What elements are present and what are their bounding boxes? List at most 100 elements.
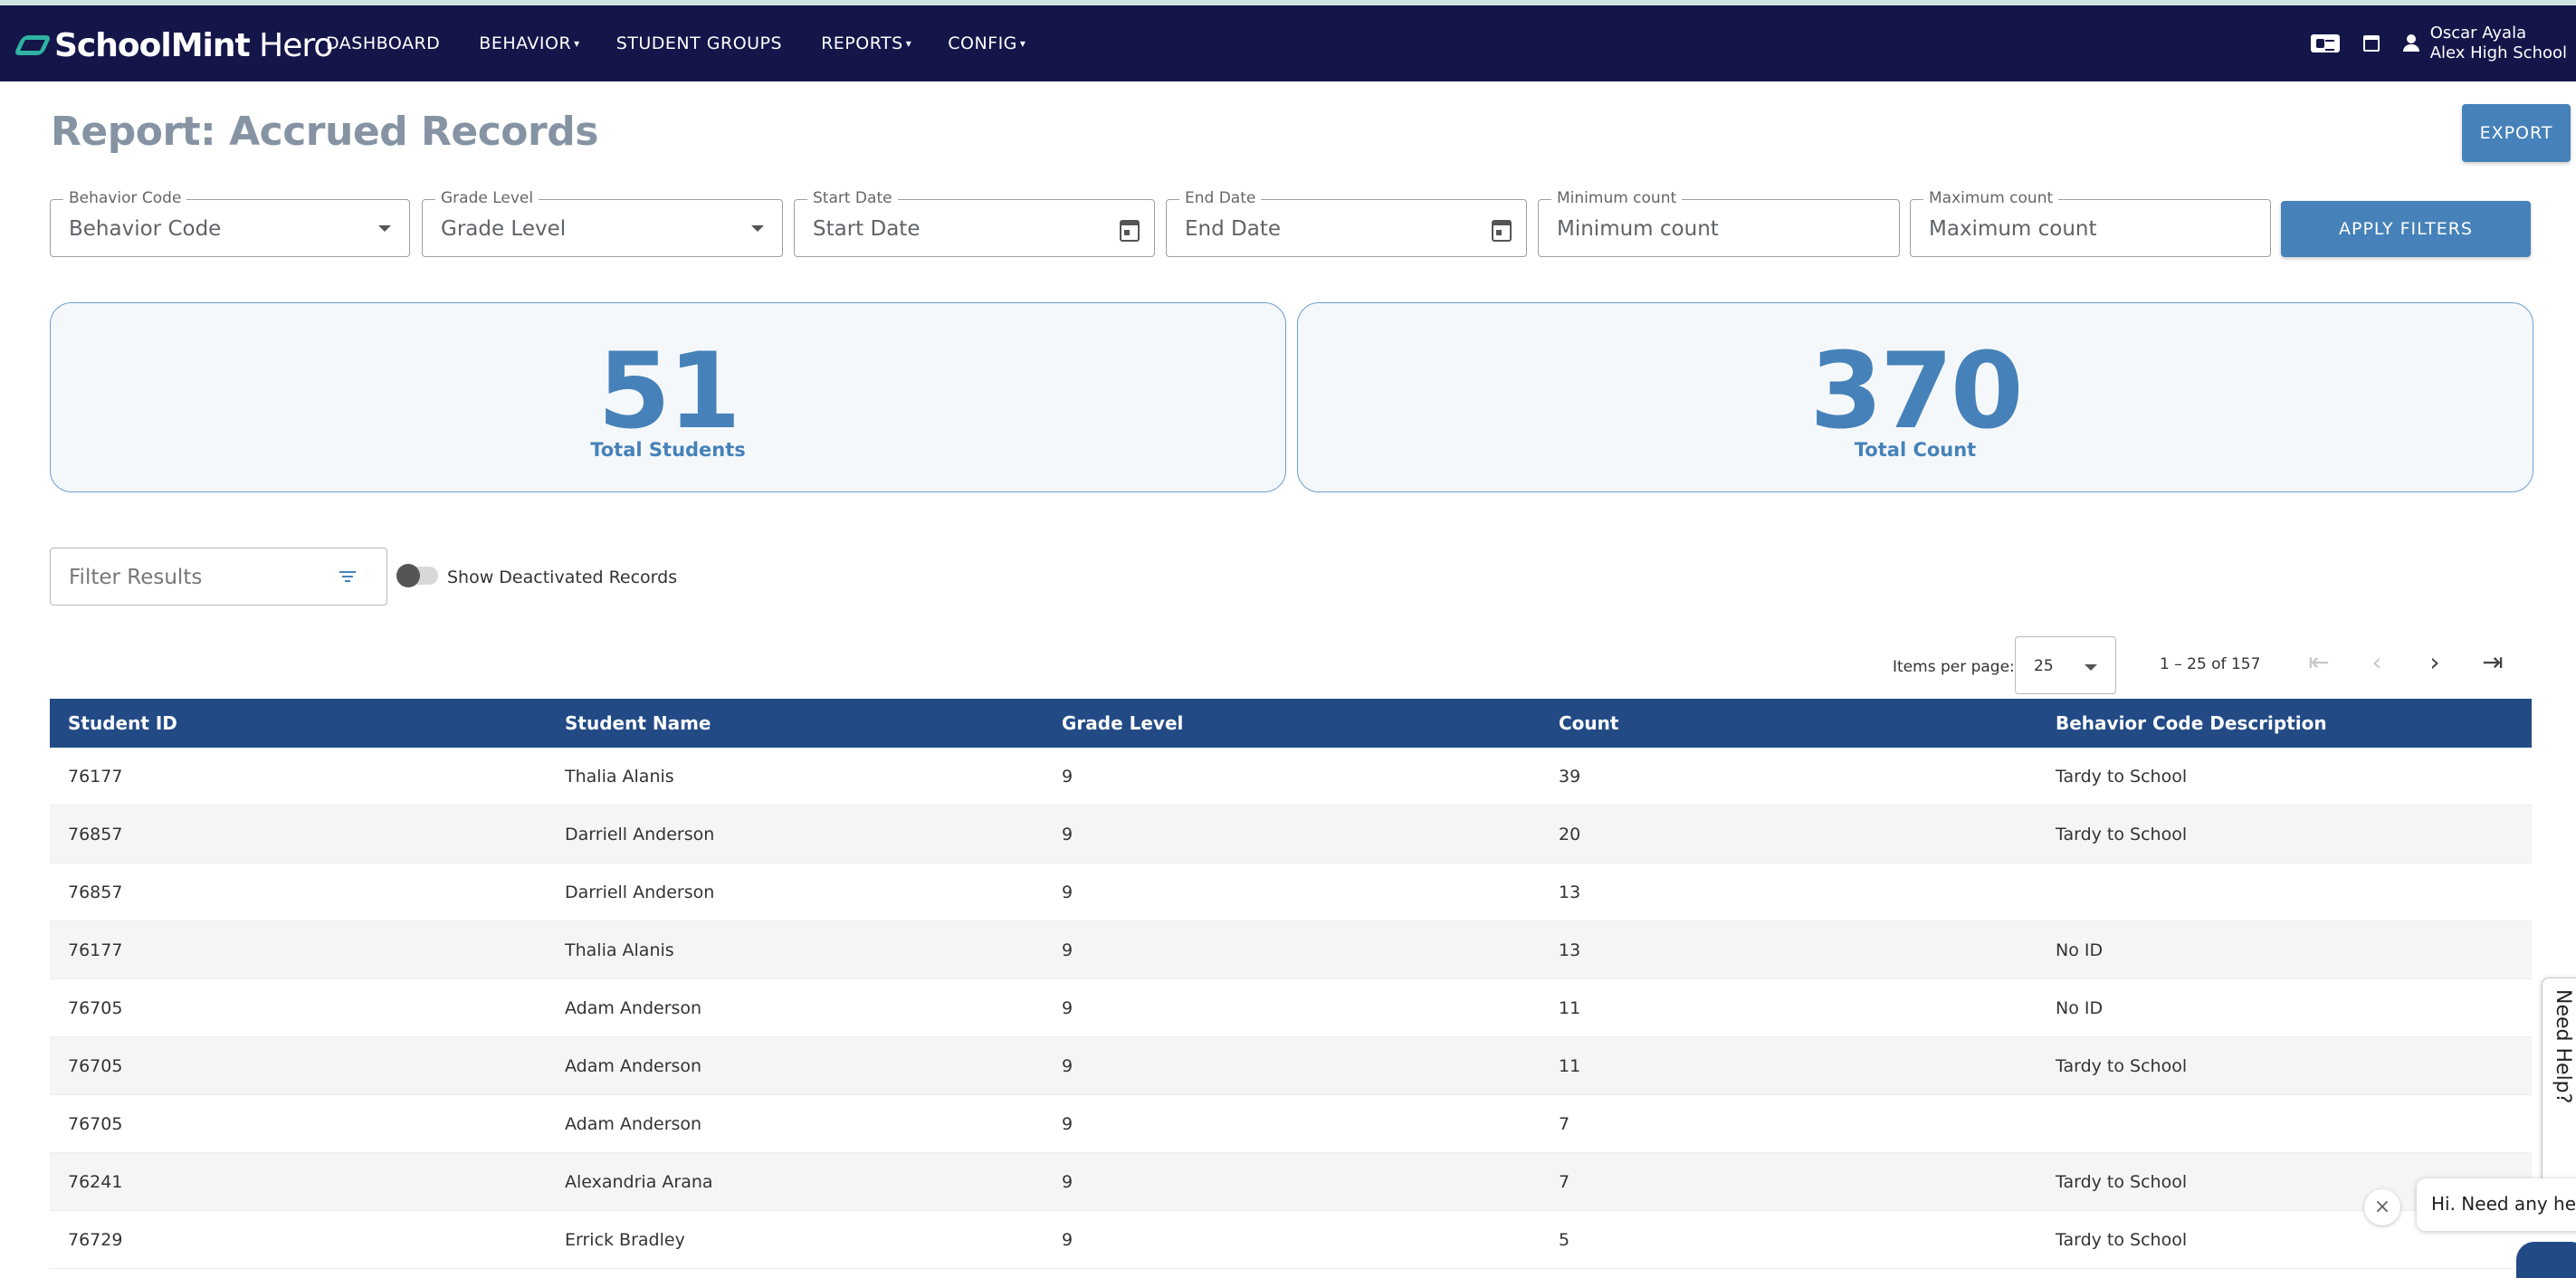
cell-student-id: 76705 <box>68 1055 123 1076</box>
cell-student-id: 76729 <box>68 1229 123 1250</box>
cell-description: No ID <box>2056 997 2104 1018</box>
table-row[interactable]: 76729 Errick Bradley 9 5 Tardy to School <box>50 1211 2532 1269</box>
cell-student-name: Adam Anderson <box>565 1113 702 1134</box>
schoolmint-logo-icon <box>13 35 52 55</box>
chat-launcher-button[interactable] <box>2516 1242 2576 1278</box>
maximum-count-field[interactable]: Maximum count Maximum count <box>1910 189 2271 257</box>
user-menu[interactable]: Oscar Ayala Alex High School <box>2402 24 2567 63</box>
minimum-count-field[interactable]: Minimum count Minimum count <box>1538 189 1900 257</box>
nav-right-tools: Oscar Ayala Alex High School <box>2310 5 2567 81</box>
dropdown-arrow-icon <box>378 225 391 232</box>
cell-student-id: 76705 <box>68 997 123 1018</box>
app-logo[interactable]: SchoolMint Hero <box>13 26 333 64</box>
table-header: Student ID Student Name Grade Level Coun… <box>50 699 2532 748</box>
table-row[interactable]: 76857 Darriell Anderson 9 13 <box>50 863 2532 921</box>
caret-down-icon: ▾ <box>574 37 580 50</box>
accrued-records-table: Student ID Student Name Grade Level Coun… <box>50 699 2532 1269</box>
school-name: Alex High School <box>2429 43 2567 62</box>
show-deactivated-toggle[interactable] <box>396 564 438 587</box>
caret-down-icon: ▾ <box>905 37 912 50</box>
header-behavior-code-description[interactable]: Behavior Code Description <box>2056 712 2327 734</box>
behavior-code-select[interactable]: Behavior Code Behavior Code <box>50 189 410 257</box>
table-row[interactable]: 76177 Thalia Alanis 9 39 Tardy to School <box>50 748 2532 806</box>
id-card-icon[interactable] <box>2310 34 2340 52</box>
cell-count: 5 <box>1559 1229 1570 1250</box>
cell-count: 11 <box>1559 997 1581 1018</box>
filter-results-input[interactable]: Filter Results <box>50 548 387 606</box>
calendar-icon[interactable] <box>2362 35 2380 52</box>
cell-count: 39 <box>1559 766 1581 787</box>
table-row[interactable]: 76857 Darriell Anderson 9 20 Tardy to Sc… <box>50 806 2532 863</box>
header-count[interactable]: Count <box>1559 712 1619 734</box>
grade-level-select[interactable]: Grade Level Grade Level <box>422 189 783 257</box>
cell-grade-level: 9 <box>1062 939 1073 960</box>
cell-grade-level: 9 <box>1062 882 1073 902</box>
table-row[interactable]: 76241 Alexandria Arana 9 7 Tardy to Scho… <box>50 1153 2532 1211</box>
calendar-icon[interactable] <box>1492 220 1512 242</box>
cell-count: 13 <box>1559 882 1581 902</box>
brand-name: SchoolMint Hero <box>54 26 333 64</box>
table-body: 76177 Thalia Alanis 9 39 Tardy to School… <box>50 748 2532 1269</box>
dropdown-arrow-icon <box>751 225 764 232</box>
dropdown-arrow-icon <box>2085 664 2097 671</box>
table-row[interactable]: 76705 Adam Anderson 9 7 <box>50 1095 2532 1153</box>
cell-student-name: Thalia Alanis <box>565 939 674 960</box>
first-page-icon[interactable]: ⇤ <box>2308 647 2330 677</box>
close-icon[interactable]: × <box>2364 1189 2400 1226</box>
header-student-name[interactable]: Student Name <box>565 712 711 734</box>
cell-student-name: Adam Anderson <box>565 997 702 1018</box>
cell-grade-level: 9 <box>1062 824 1073 844</box>
cell-count: 11 <box>1559 1055 1581 1076</box>
user-icon <box>2402 34 2419 52</box>
cell-description: Tardy to School <box>2056 824 2188 844</box>
page-range-label: 1 – 25 of 157 <box>2160 655 2261 673</box>
cell-student-name: Darriell Anderson <box>565 824 715 844</box>
cell-grade-level: 9 <box>1062 1229 1073 1250</box>
items-per-page-select[interactable]: 25 <box>2015 636 2116 694</box>
header-grade-level[interactable]: Grade Level <box>1062 712 1184 734</box>
nav-student-groups[interactable]: STUDENT GROUPS <box>615 33 783 53</box>
end-date-field[interactable]: End Date End Date <box>1166 189 1527 257</box>
show-deactivated-label: Show Deactivated Records <box>447 567 678 587</box>
header-student-id[interactable]: Student ID <box>68 712 177 734</box>
cell-description <box>2037 1095 2532 1152</box>
cell-grade-level: 9 <box>1062 1055 1073 1076</box>
cell-student-id: 76241 <box>68 1171 123 1192</box>
calendar-icon[interactable] <box>1120 220 1140 242</box>
caret-down-icon: ▾ <box>1019 37 1026 50</box>
apply-filters-button[interactable]: APPLY FILTERS <box>2281 201 2531 257</box>
cell-count: 7 <box>1559 1171 1570 1192</box>
nav-reports[interactable]: REPORTS ▾ <box>821 33 912 53</box>
export-button[interactable]: EXPORT <box>2462 104 2571 162</box>
cell-count: 7 <box>1559 1113 1570 1134</box>
cell-student-name: Adam Anderson <box>565 1055 702 1076</box>
previous-page-icon[interactable]: ‹ <box>2371 647 2382 677</box>
cell-student-name: Alexandria Arana <box>565 1171 713 1192</box>
cell-student-name: Errick Bradley <box>565 1229 685 1250</box>
table-row[interactable]: 76705 Adam Anderson 9 11 Tardy to School <box>50 1037 2532 1095</box>
last-page-icon[interactable]: ⇥ <box>2482 647 2504 677</box>
cell-grade-level: 9 <box>1062 1171 1073 1192</box>
next-page-icon[interactable]: › <box>2429 647 2440 677</box>
cell-description: Tardy to School <box>2056 766 2188 787</box>
table-row[interactable]: 76705 Adam Anderson 9 11 No ID <box>50 979 2532 1037</box>
cell-student-id: 76857 <box>68 824 123 844</box>
cell-count: 13 <box>1559 939 1581 960</box>
total-students-value: 51 <box>597 330 740 453</box>
table-row[interactable]: 76177 Thalia Alanis 9 13 No ID <box>50 921 2532 979</box>
page-title: Report: Accrued Records <box>51 109 598 155</box>
total-students-label: Total Students <box>590 439 746 461</box>
need-help-tab[interactable]: Need Help? <box>2542 978 2576 1195</box>
start-date-field[interactable]: Start Date Start Date <box>794 189 1155 257</box>
nav-config[interactable]: CONFIG ▾ <box>948 33 1026 53</box>
cell-student-id: 76177 <box>68 939 123 960</box>
chat-prompt-bubble[interactable]: Hi. Need any help? <box>2417 1178 2576 1231</box>
nav-dashboard[interactable]: DASHBOARD <box>326 33 441 53</box>
cell-count: 20 <box>1559 824 1581 844</box>
nav-behavior[interactable]: BEHAVIOR ▾ <box>479 33 580 53</box>
cell-student-name: Darriell Anderson <box>565 882 715 902</box>
cell-student-id: 76705 <box>68 1113 123 1134</box>
items-per-page-label: Items per page: <box>1893 658 2015 676</box>
cell-description: Tardy to School <box>2056 1171 2188 1192</box>
main-nav: DASHBOARD BEHAVIOR ▾ STUDENT GROUPS REPOR… <box>326 5 1062 81</box>
